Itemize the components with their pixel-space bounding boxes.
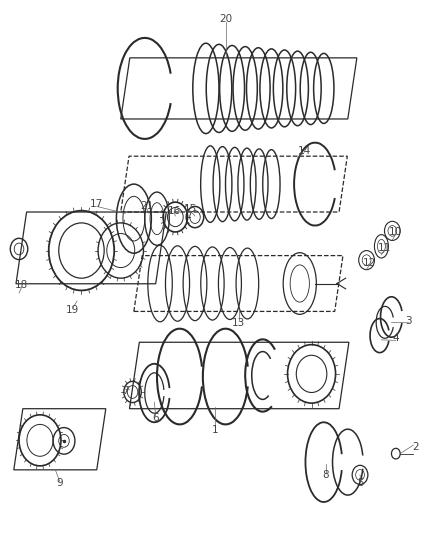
- Text: 14: 14: [297, 146, 311, 156]
- Text: 7: 7: [122, 386, 129, 397]
- Text: 2: 2: [412, 442, 419, 452]
- Text: 12: 12: [363, 258, 376, 268]
- Text: 1: 1: [211, 425, 218, 435]
- Text: 17: 17: [90, 199, 103, 209]
- Text: 10: 10: [389, 227, 403, 237]
- Text: 8: 8: [323, 470, 329, 480]
- Text: 13: 13: [232, 318, 245, 328]
- Text: 20: 20: [219, 14, 232, 25]
- Text: 18: 18: [15, 280, 28, 290]
- Text: 16: 16: [168, 206, 181, 216]
- Text: 21: 21: [140, 201, 154, 212]
- Text: 9: 9: [57, 479, 63, 488]
- Text: 5: 5: [357, 479, 364, 488]
- Text: 3: 3: [406, 316, 412, 326]
- Text: 19: 19: [66, 305, 79, 315]
- Text: 11: 11: [378, 243, 391, 253]
- Text: 15: 15: [184, 204, 197, 214]
- Text: 4: 4: [392, 333, 399, 343]
- Text: 6: 6: [152, 413, 159, 423]
